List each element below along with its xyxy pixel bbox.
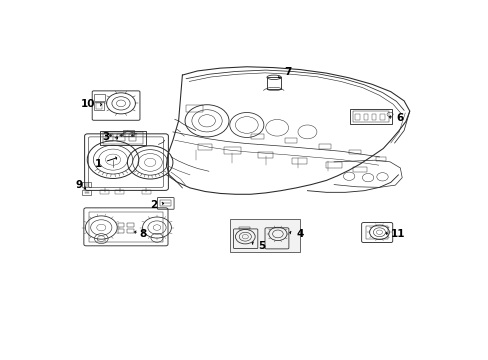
Bar: [366, 226, 387, 239]
Bar: [186, 105, 203, 112]
Bar: [352, 111, 388, 122]
Bar: [375, 157, 386, 161]
Bar: [354, 114, 359, 120]
Bar: [128, 134, 136, 141]
Bar: [115, 190, 124, 194]
Text: 10: 10: [81, 99, 101, 109]
Text: 7: 7: [278, 67, 291, 78]
Bar: [318, 144, 330, 149]
Bar: [229, 219, 299, 252]
Bar: [122, 130, 133, 135]
Bar: [380, 114, 384, 120]
Bar: [117, 134, 124, 141]
Bar: [292, 158, 306, 164]
Bar: [349, 109, 391, 125]
Text: 5: 5: [252, 241, 265, 251]
Bar: [102, 132, 142, 144]
Bar: [94, 102, 104, 110]
Bar: [100, 190, 109, 194]
Bar: [250, 134, 264, 139]
Bar: [118, 223, 124, 227]
Bar: [197, 144, 211, 150]
Bar: [326, 162, 341, 168]
Bar: [239, 227, 249, 229]
Bar: [224, 147, 241, 154]
Bar: [82, 183, 91, 187]
Bar: [258, 152, 273, 158]
Bar: [105, 134, 113, 141]
Text: 2: 2: [150, 201, 163, 210]
Bar: [160, 200, 171, 207]
Bar: [82, 190, 91, 195]
Bar: [94, 94, 105, 100]
Bar: [89, 212, 163, 242]
Text: 6: 6: [389, 113, 403, 123]
Bar: [266, 77, 280, 89]
Bar: [127, 223, 133, 227]
Bar: [348, 150, 360, 154]
Text: 9: 9: [76, 180, 85, 190]
Text: 4: 4: [289, 229, 303, 239]
Bar: [96, 103, 102, 109]
Bar: [100, 131, 145, 145]
Bar: [352, 167, 366, 172]
Text: 1: 1: [95, 157, 117, 169]
Text: 11: 11: [386, 229, 404, 239]
Bar: [284, 138, 297, 143]
Bar: [118, 229, 124, 233]
Bar: [371, 114, 376, 120]
Bar: [127, 229, 133, 233]
Bar: [363, 114, 367, 120]
Text: 3: 3: [102, 132, 118, 143]
Bar: [142, 190, 151, 194]
Text: 8: 8: [135, 229, 146, 239]
